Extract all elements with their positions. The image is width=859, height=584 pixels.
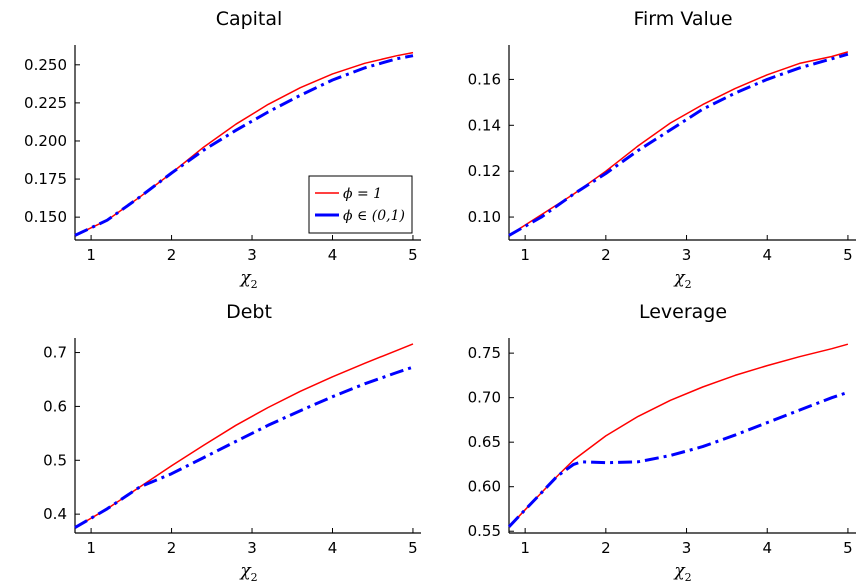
x-tick-label: 4 xyxy=(762,539,772,557)
x-tick-label: 4 xyxy=(328,246,338,264)
y-tick-label: 0.175 xyxy=(24,170,67,188)
panel-leverage: Leverage χ2 1 2 3 4 5 0.55 0.60 0.65 0.70 0.75 xyxy=(468,301,856,584)
series-line-phi-1 xyxy=(74,343,414,529)
y-tick-label: 0.70 xyxy=(468,389,501,407)
series-line-phi-range xyxy=(507,390,849,528)
y-tick-label: 0.16 xyxy=(468,70,501,88)
x-tick-label: 4 xyxy=(762,246,772,264)
x-tick-label: 2 xyxy=(167,246,177,264)
y-tick-label: 0.150 xyxy=(24,208,67,226)
x-tick-label: 3 xyxy=(247,539,257,557)
x-tick-label: 1 xyxy=(520,539,530,557)
panel-firm-value: Firm Value χ2 1 2 3 4 5 0.10 0.12 0.14 0.16 xyxy=(468,8,856,291)
y-tick-label: 0.5 xyxy=(43,451,67,469)
panel-title: Debt xyxy=(226,301,272,323)
panel-title: Firm Value xyxy=(633,8,732,30)
y-tick-label: 0.75 xyxy=(468,344,501,362)
x-tick-label: 5 xyxy=(408,246,418,264)
series-line-phi-1 xyxy=(508,51,849,237)
series-line-phi-1 xyxy=(508,343,849,528)
panel-debt: Debt χ2 1 2 3 4 5 0.4 0.5 0.6 0.7 xyxy=(43,301,421,584)
y-tick-label: 0.14 xyxy=(468,116,501,134)
x-tick-label: 2 xyxy=(167,539,177,557)
series-line-phi-range xyxy=(508,52,849,237)
x-axis-label: χ2 xyxy=(673,561,691,584)
y-tick-label: 0.55 xyxy=(468,522,501,540)
x-tick-label: 5 xyxy=(843,246,853,264)
x-tick-label: 2 xyxy=(601,246,611,264)
x-tick-label: 5 xyxy=(843,539,853,557)
y-tick-label: 0.200 xyxy=(24,132,67,150)
y-tick-label: 0.225 xyxy=(24,94,67,112)
x-tick-label: 1 xyxy=(86,246,96,264)
legend-box xyxy=(308,175,413,234)
y-tick-label: 0.10 xyxy=(468,208,501,226)
x-axis-label: χ2 xyxy=(239,561,257,584)
x-tick-label: 3 xyxy=(682,539,692,557)
x-tick-label: 3 xyxy=(682,246,692,264)
series-line-phi-1 xyxy=(74,51,414,237)
y-tick-label: 0.4 xyxy=(43,505,67,523)
panel-capital: Capital χ2 1 2 3 4 5 0.150 0.175 0.200 0.225 0.25… xyxy=(24,8,421,291)
series-line-phi-range xyxy=(74,365,414,529)
x-tick-label: 1 xyxy=(86,539,96,557)
y-tick-label: 0.12 xyxy=(468,162,501,180)
y-tick-label: 0.65 xyxy=(468,433,501,451)
y-tick-label: 0.6 xyxy=(43,397,67,415)
legend: ϕ = 1 ϕ ∈ (0,1) xyxy=(308,175,413,234)
x-axis-label: χ2 xyxy=(673,268,691,291)
x-tick-label: 1 xyxy=(520,246,530,264)
y-tick-label: 0.250 xyxy=(24,56,67,74)
legend-label-phi-1: ϕ = 1 xyxy=(343,186,382,202)
x-tick-label: 4 xyxy=(328,539,338,557)
x-axis-label: χ2 xyxy=(239,268,257,291)
panel-title: Leverage xyxy=(639,301,727,323)
legend-label-phi-range: ϕ ∈ (0,1) xyxy=(343,208,405,224)
y-tick-label: 0.60 xyxy=(468,478,501,496)
x-tick-label: 3 xyxy=(247,246,257,264)
x-tick-label: 2 xyxy=(601,539,611,557)
panel-title: Capital xyxy=(216,8,283,30)
y-tick-label: 0.7 xyxy=(43,344,67,362)
x-tick-label: 5 xyxy=(408,539,418,557)
